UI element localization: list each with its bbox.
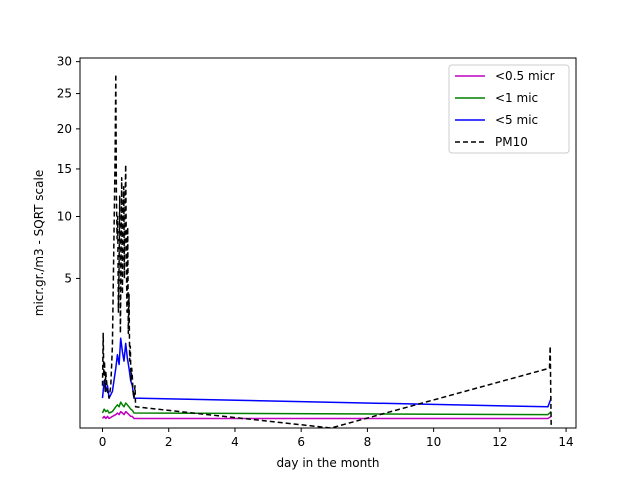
y-tick-label: 5 (64, 271, 72, 285)
y-tick-label: 10 (57, 209, 72, 223)
x-tick-label: 6 (297, 435, 305, 449)
y-tick-label: 25 (57, 87, 72, 101)
legend: <0.5 micr <1 mic <5 mic PM10 (448, 64, 570, 154)
y-tick-label: 20 (57, 122, 72, 136)
y-tick-label: 30 (57, 55, 72, 69)
plot-frame (79, 57, 577, 429)
series-layer (101, 73, 552, 429)
y-axis-label: micr.gr./m3 - SQRT scale (32, 170, 46, 316)
x-tick-label: 14 (558, 435, 573, 449)
series-line-1 (101, 401, 552, 416)
x-tick-label: 12 (492, 435, 507, 449)
legend-label-2: <5 mic (495, 113, 538, 127)
x-tick-label: 0 (99, 435, 107, 449)
y-tick-label: 15 (57, 162, 72, 176)
x-tick-label: 10 (426, 435, 441, 449)
series-line-3 (101, 73, 552, 429)
x-tick-label: 8 (364, 435, 372, 449)
legend-label-3: PM10 (495, 135, 528, 149)
series-line-0 (101, 410, 552, 420)
legend-box (448, 64, 570, 154)
x-axis-label: day in the month (276, 456, 379, 470)
y-axis: 5 10 15 20 25 30 (57, 55, 80, 285)
x-axis: 0 2 4 6 8 10 12 14 (99, 428, 574, 449)
x-tick-label: 2 (165, 435, 173, 449)
x-tick-label: 4 (231, 435, 239, 449)
legend-label-0: <0.5 micr (495, 69, 555, 83)
legend-label-1: <1 mic (495, 91, 538, 105)
